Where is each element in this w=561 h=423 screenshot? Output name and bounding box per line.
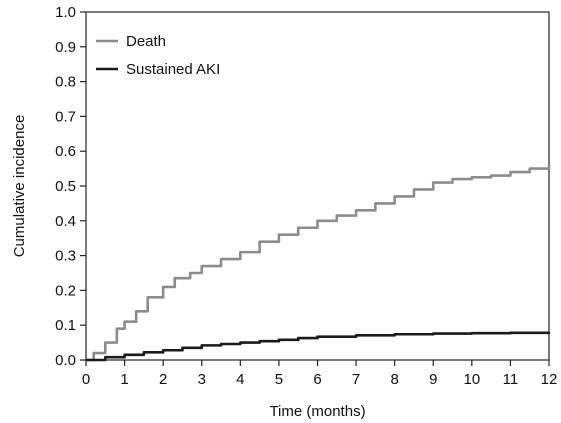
y-tick-label: 0.3 bbox=[55, 248, 76, 265]
x-tick-label: 1 bbox=[120, 371, 128, 388]
y-tick-label: 0.2 bbox=[55, 282, 76, 299]
y-tick-label: 0.8 bbox=[55, 74, 76, 91]
x-tick-label: 3 bbox=[198, 371, 206, 388]
y-tick-label: 0.7 bbox=[55, 108, 76, 125]
series-line-0 bbox=[86, 165, 551, 362]
y-axis-title: Cumulative incidence bbox=[11, 115, 28, 258]
y-tick-label: 0.5 bbox=[55, 178, 76, 195]
x-axis-title: Time (months) bbox=[269, 403, 365, 420]
y-tick-label: 0.9 bbox=[55, 39, 76, 56]
plot-area: 0.00.10.20.30.40.50.60.70.80.91.00 1 2 3 4 5 6… bbox=[11, 4, 557, 420]
x-tick-label: 10 bbox=[463, 371, 480, 388]
x-tick-label: 0 bbox=[82, 371, 90, 388]
x-tick-label: 4 bbox=[236, 371, 244, 388]
x-tick-label: 9 bbox=[429, 371, 437, 388]
y-tick-label: 0.0 bbox=[55, 352, 76, 369]
x-tick-label: 8 bbox=[390, 371, 398, 388]
x-tick-label: 12 bbox=[541, 371, 558, 388]
x-tick-label: 5 bbox=[275, 371, 283, 388]
y-tick-label: 0.1 bbox=[55, 317, 76, 334]
y-tick-label: 1.0 bbox=[55, 4, 76, 21]
x-tick-label: 7 bbox=[352, 371, 360, 388]
y-tick-label: 0.6 bbox=[55, 143, 76, 160]
legend-label-0: Death bbox=[126, 33, 166, 50]
x-tick-label: 6 bbox=[313, 371, 321, 388]
x-tick-label: 2 bbox=[159, 371, 167, 388]
x-tick-label: 11 bbox=[503, 371, 519, 388]
series-line-1 bbox=[86, 331, 551, 362]
y-tick-label: 0.4 bbox=[55, 213, 76, 230]
legend-label-1: Sustained AKI bbox=[126, 61, 220, 78]
